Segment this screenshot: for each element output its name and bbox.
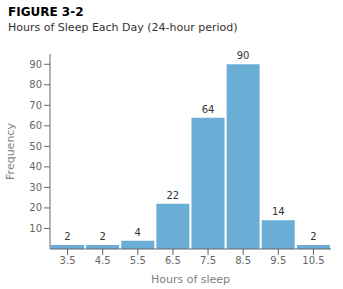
svg-text:14: 14: [272, 206, 285, 217]
svg-text:22: 22: [167, 190, 180, 201]
svg-text:10.5: 10.5: [302, 255, 324, 266]
svg-text:3.5: 3.5: [60, 255, 76, 266]
html-text:FIGURE 3-2: FIGURE 3-2: [8, 5, 84, 19]
svg-text:2: 2: [64, 231, 70, 242]
svg-text:10: 10: [29, 223, 42, 234]
svg-text:90: 90: [237, 50, 250, 61]
svg-text:4: 4: [135, 227, 141, 238]
svg-text:64: 64: [202, 104, 215, 115]
svg-text:7.5: 7.5: [200, 255, 216, 266]
svg-text:6.5: 6.5: [165, 255, 181, 266]
svg-text:2: 2: [99, 231, 105, 242]
svg-text:90: 90: [29, 59, 42, 70]
svg-text:8.5: 8.5: [235, 255, 251, 266]
svg-text:4.5: 4.5: [95, 255, 111, 266]
svg-text:20: 20: [29, 202, 42, 213]
svg-text:50: 50: [29, 141, 42, 152]
svg-text:40: 40: [29, 161, 42, 172]
svg-text:30: 30: [29, 182, 42, 193]
svg-text:2: 2: [310, 231, 316, 242]
html-text:Hours of Sleep Each Day (24-ho: Hours of Sleep Each Day (24-hour period): [8, 21, 238, 34]
svg-text:5.5: 5.5: [130, 255, 146, 266]
svg-text:60: 60: [29, 120, 42, 131]
svg-text:9.5: 9.5: [270, 255, 286, 266]
svg-text:Frequency: Frequency: [8, 123, 17, 180]
svg-text:80: 80: [29, 79, 42, 90]
svg-text:Hours of sleep: Hours of sleep: [151, 273, 230, 286]
svg-text:70: 70: [29, 100, 42, 111]
